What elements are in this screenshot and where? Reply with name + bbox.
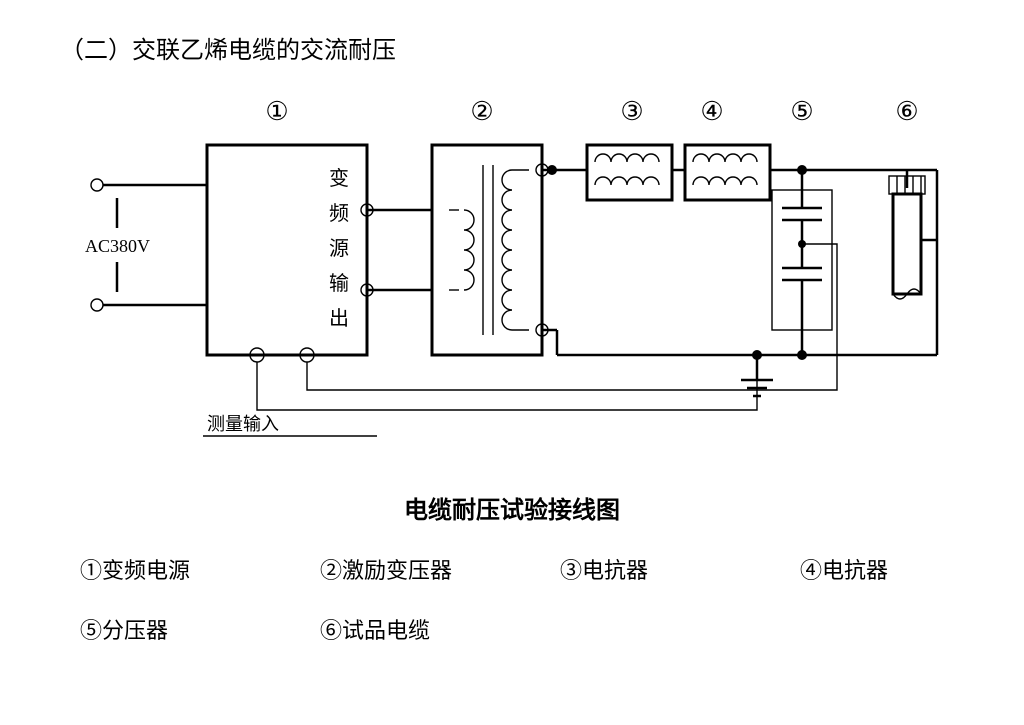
box1-t0: 变 — [329, 167, 349, 190]
label-6: ⑥ — [895, 97, 918, 126]
input-terminal-bot — [91, 299, 103, 311]
label-3: ③ — [620, 97, 643, 126]
box-test-cable — [889, 170, 937, 355]
ac-label: AC380V — [85, 236, 150, 256]
box-reactor-4 — [685, 145, 770, 200]
box1-t1: 频 — [329, 202, 349, 225]
box1-t3: 输 — [329, 272, 349, 295]
box-transformer — [432, 145, 542, 355]
box1-t2: 源 — [329, 237, 349, 260]
legend-2: ②激励变压器 — [320, 553, 500, 585]
circuit-diagram: ① ② ③ ④ ⑤ ⑥ AC380V 变 频 源 输 出 — [77, 90, 947, 470]
measure-label: 测量输入 — [207, 414, 279, 434]
label-5: ⑤ — [790, 97, 813, 126]
legend-4: ④电抗器 — [800, 553, 980, 585]
box1-t4: 出 — [329, 307, 349, 330]
section-title: （二）交联乙烯电缆的交流耐压 — [60, 30, 974, 65]
input-terminal-top — [91, 179, 103, 191]
legend-1: ①变频电源 — [80, 553, 260, 585]
diagram-caption: 电缆耐压试验接线图 — [50, 490, 974, 525]
label-1: ① — [265, 97, 288, 126]
legend-6: ⑥试品电缆 — [320, 613, 500, 645]
legend-3: ③电抗器 — [560, 553, 740, 585]
legend-5: ⑤分压器 — [80, 613, 260, 645]
legend: ①变频电源 ②激励变压器 ③电抗器 ④电抗器 ⑤分压器 ⑥试品电缆 — [80, 553, 974, 645]
label-4: ④ — [700, 97, 723, 126]
box-reactor-3 — [587, 145, 672, 200]
label-2: ② — [470, 97, 493, 126]
